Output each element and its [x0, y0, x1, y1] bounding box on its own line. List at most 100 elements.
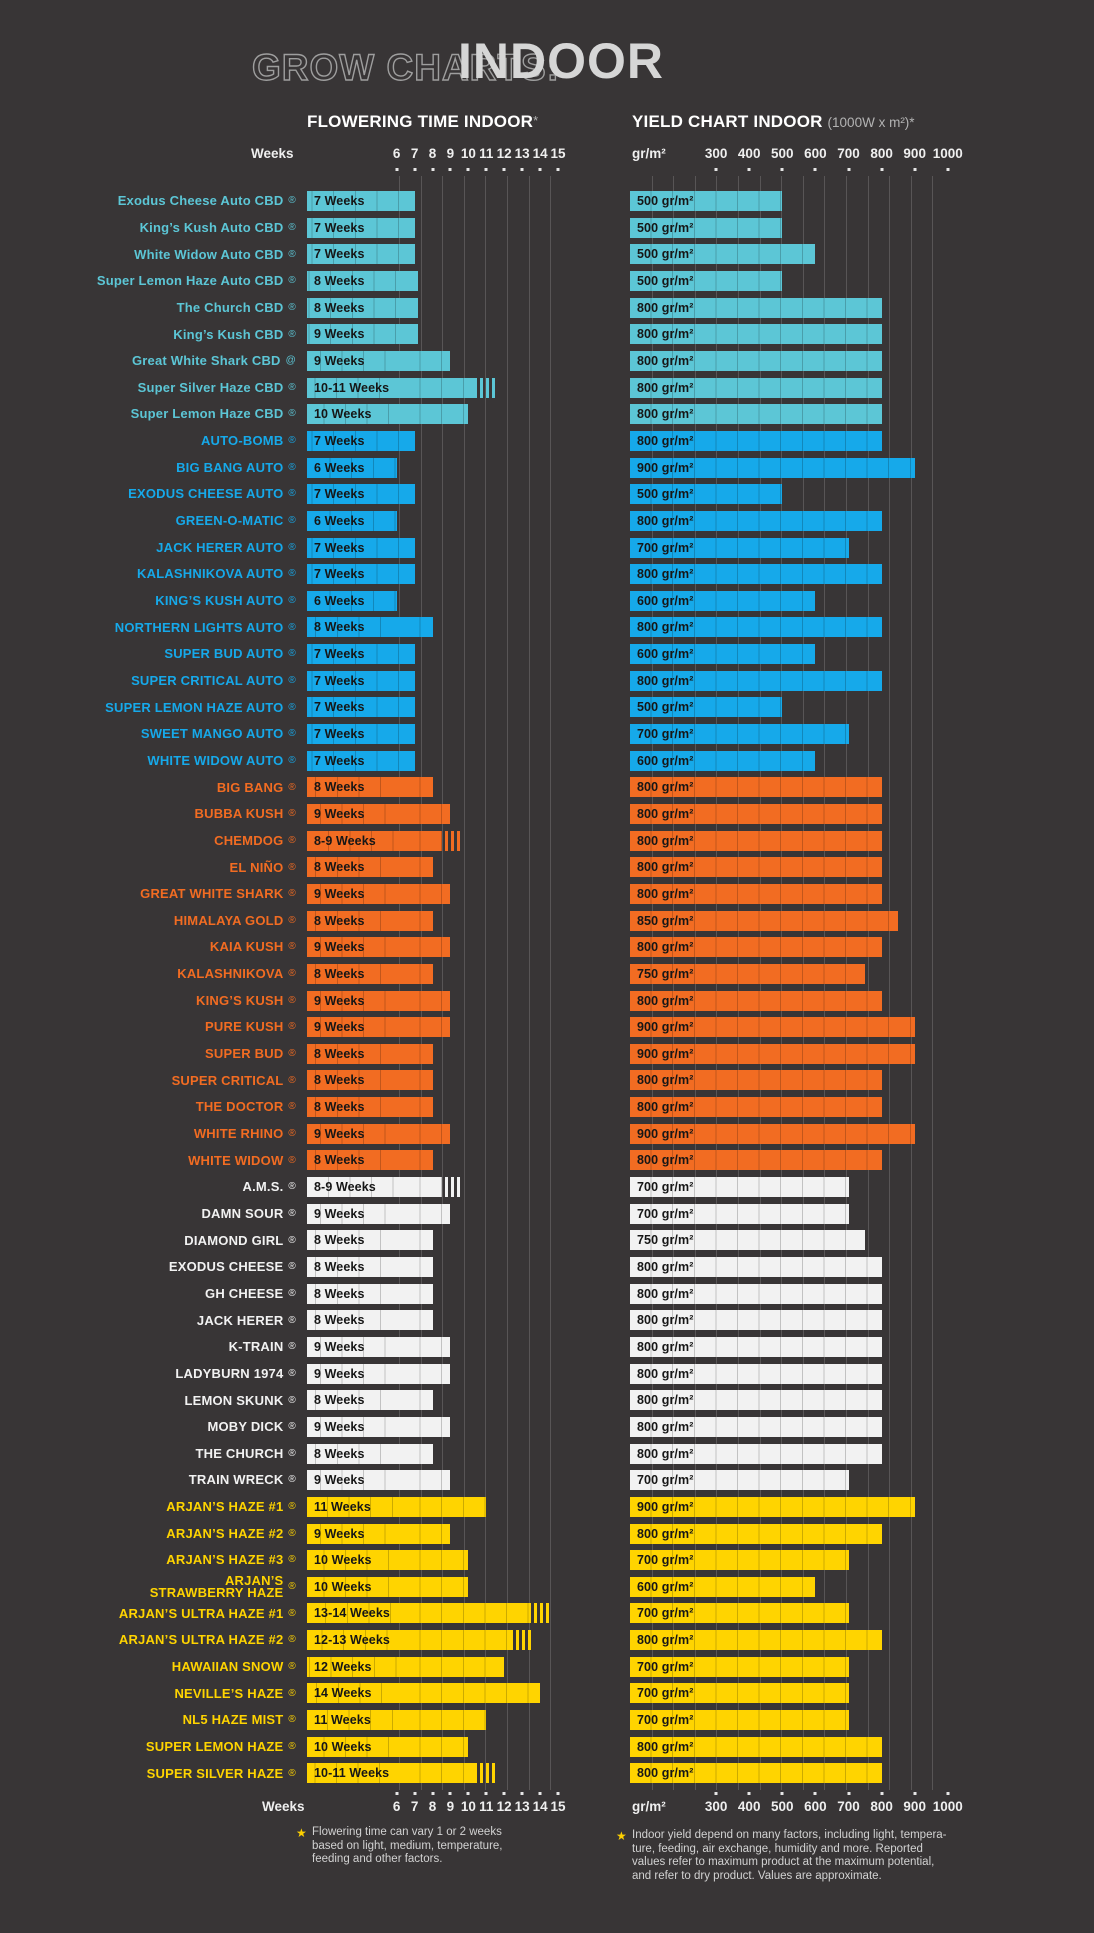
strain-label: BIG BANG ®	[0, 777, 296, 797]
yield-bar-label: 750 gr/m²	[637, 966, 694, 981]
strain-name: Exodus Cheese Auto CBD	[117, 193, 284, 209]
strain-name: ARJAN’S ULTRA HAZE #1	[118, 1605, 284, 1621]
strain-label: SUPER CRITICAL ®	[0, 1070, 296, 1090]
axis-tick-dot	[847, 1792, 850, 1795]
axis-tick-label: 1000	[932, 1799, 963, 1814]
strain-label: ARJAN’S HAZE #2 ®	[0, 1524, 296, 1544]
strain-name: GH CHEESE	[205, 1285, 284, 1301]
strain-name: GREEN-O-MATIC	[175, 513, 284, 529]
yield-bar: 900 gr/m²	[630, 457, 915, 478]
chart-row: ARJAN’S STRAWBERRY HAZE ® 10 Weeks 600 gr/m…	[0, 1574, 1094, 1599]
yield-bar-label: 900 gr/m²	[637, 1020, 694, 1035]
flowering-bar: 10 Weeks	[307, 1550, 469, 1571]
strain-name: JACK HERER AUTO	[156, 539, 284, 555]
strain-name: SUPER SILVER HAZE	[146, 1765, 284, 1781]
flowering-bar: 10 Weeks	[307, 1576, 469, 1597]
yield-bar-label: 800 gr/m²	[637, 673, 694, 688]
flowering-bar-label: 7 Weeks	[314, 247, 365, 262]
yield-bar-label: 800 gr/m²	[637, 780, 694, 795]
axis-tick-label: 12	[496, 1799, 512, 1814]
yield-bar-label: 800 gr/m²	[637, 1526, 694, 1541]
yield-bar-label: 700 gr/m²	[637, 1686, 694, 1701]
chart-row: SUPER CRITICAL AUTO ® 7 Weeks 800 gr/m²	[0, 670, 1094, 691]
chart-row: HAWAIIAN SNOW ® 12 Weeks 700 gr/m²	[0, 1656, 1094, 1677]
flowering-bar: 8-9 Weeks	[307, 1177, 442, 1197]
strain-name: KAIA KUSH	[209, 939, 284, 955]
yield-bar-label: 800 gr/m²	[637, 513, 694, 528]
axis-tick-dot	[780, 168, 784, 171]
registered-mark: ®	[288, 568, 296, 580]
yield-bar: 800 gr/m²	[630, 350, 882, 371]
flowering-bar-label: 7 Weeks	[314, 433, 365, 448]
axis-tick-dot	[431, 1792, 434, 1795]
axis-tick-dot	[413, 168, 417, 171]
flowering-bar-label: 8 Weeks	[314, 1393, 365, 1408]
flowering-bar-label: 10 Weeks	[314, 1579, 372, 1594]
flowering-bar: 13-14 Weeks	[307, 1603, 532, 1624]
axis-tick-label: 600	[804, 1799, 827, 1814]
yield-bar: 500 gr/m²	[630, 270, 783, 291]
flowering-bar: 9 Weeks	[307, 1337, 451, 1357]
registered-mark: ®	[288, 1207, 296, 1219]
flowering-bar: 7 Weeks	[307, 724, 415, 744]
axis-tick-label: 13	[514, 1799, 530, 1814]
flowering-bar: 7 Weeks	[307, 244, 415, 265]
strain-name: LADYBURN 1974	[175, 1365, 284, 1381]
flowering-bar: 8 Weeks	[307, 1257, 433, 1277]
strain-name: NEVILLE’S HAZE	[174, 1685, 284, 1701]
chart-row: CHEMDOG ® 8-9 Weeks 800 gr/m²	[0, 830, 1094, 851]
flowering-bar: 9 Weeks	[307, 1363, 451, 1384]
yield-bar: 700 gr/m²	[630, 1683, 849, 1704]
chart-row: NORTHERN LIGHTS AUTO ® 8 Weeks 800 gr/m²	[0, 617, 1094, 638]
yield-bar: 600 gr/m²	[630, 590, 816, 611]
axis-tick-dot	[946, 168, 950, 171]
strain-label: Super Silver Haze CBD ®	[0, 378, 296, 398]
chart-row: DAMN SOUR ® 9 Weeks 700 gr/m²	[0, 1203, 1094, 1224]
strain-name: BIG BANG AUTO	[176, 459, 284, 475]
flowering-bar: 9 Weeks	[307, 1416, 451, 1437]
flowering-bar: 9 Weeks	[307, 1523, 451, 1544]
axis-tick-dot	[880, 1792, 884, 1795]
flowering-bar-label: 7 Weeks	[314, 700, 365, 715]
yield-bar: 800 gr/m²	[630, 510, 882, 531]
flowering-bar: 8 Weeks	[307, 777, 433, 798]
axis-tick-dot	[538, 1792, 542, 1795]
axis-tick-label: 14	[532, 146, 548, 161]
flowering-bar: 8 Weeks	[307, 963, 433, 984]
yield-bar-label: 800 gr/m²	[637, 886, 694, 901]
strain-label: AUTO-BOMB ®	[0, 431, 296, 451]
registered-mark: ®	[288, 301, 296, 313]
flowering-bar-label: 9 Weeks	[314, 1419, 365, 1434]
strain-name: CHEMDOG	[214, 832, 284, 848]
registered-mark: ®	[288, 1128, 296, 1140]
yield-bar: 800 gr/m²	[630, 857, 882, 878]
chart-row: The Church CBD ® 8 Weeks 800 gr/m²	[0, 297, 1094, 318]
registered-mark: ®	[288, 1607, 296, 1619]
range-hatch	[444, 1177, 461, 1197]
yield-bar-label: 500 gr/m²	[637, 273, 694, 288]
flowering-bar-label: 6 Weeks	[314, 460, 365, 475]
yield-bar: 800 gr/m²	[630, 1097, 882, 1118]
registered-mark: ®	[288, 541, 296, 553]
strain-label: K-TRAIN ®	[0, 1337, 296, 1357]
strain-name: King’s Kush Auto CBD	[139, 219, 284, 235]
registered-mark: ®	[288, 1287, 296, 1299]
strain-label: NL5 HAZE MIST ®	[0, 1710, 296, 1730]
yield-footnote-star-icon: ★	[616, 1829, 627, 1843]
strain-label: GH CHEESE ®	[0, 1284, 296, 1304]
chart-row: SUPER BUD ® 8 Weeks 900 gr/m²	[0, 1043, 1094, 1064]
strain-label: JACK HERER AUTO ®	[0, 538, 296, 558]
strain-label: Super Lemon Haze CBD ®	[0, 404, 296, 424]
chart-row: Super Lemon Haze CBD ® 10 Weeks 800 gr/m²	[0, 404, 1094, 425]
axis-tick-label: 400	[737, 146, 761, 161]
strain-label: HAWAIIAN SNOW ®	[0, 1657, 296, 1677]
flowering-bar: 9 Weeks	[307, 1017, 451, 1038]
yield-bar: 800 gr/m²	[630, 1283, 882, 1304]
yield-bar: 700 gr/m²	[630, 1203, 849, 1224]
flowering-bar-label: 9 Weeks	[314, 1126, 365, 1141]
registered-mark: ®	[288, 1634, 296, 1646]
flowering-footnote: Flowering time can vary 1 or 2 weeks bas…	[312, 1826, 503, 1865]
registered-mark: ®	[288, 408, 296, 420]
strain-name: THE DOCTOR	[195, 1099, 284, 1115]
flowering-bar: 7 Weeks	[307, 750, 415, 771]
